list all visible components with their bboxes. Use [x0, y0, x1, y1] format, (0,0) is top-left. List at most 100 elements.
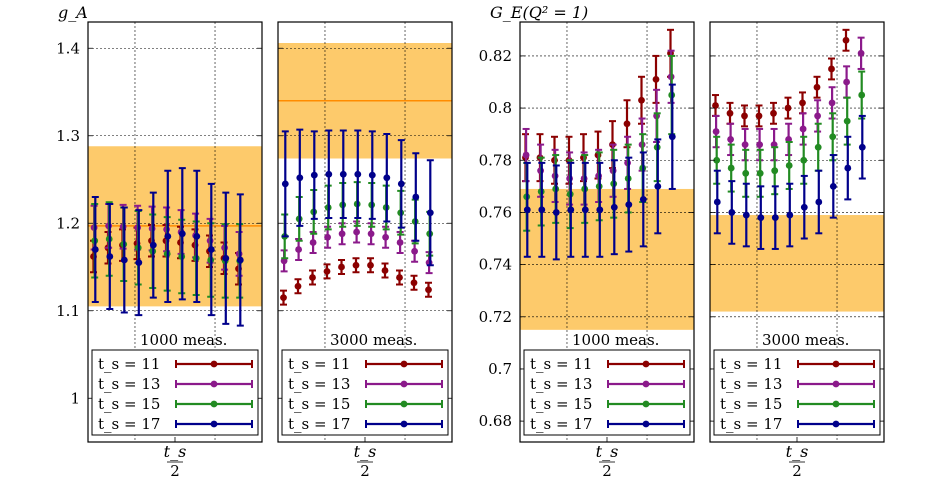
data-point	[784, 104, 792, 112]
data-point	[799, 99, 806, 107]
y-tick-label: 0.76	[479, 203, 512, 221]
data-point	[800, 203, 808, 211]
series-4	[713, 114, 866, 250]
data-point	[310, 171, 318, 179]
x-label-numerator: t_s	[596, 442, 619, 461]
data-point	[280, 294, 287, 302]
data-point	[425, 286, 432, 294]
y-tick-label: 1.3	[56, 127, 80, 145]
data-point	[713, 198, 721, 206]
data-point	[800, 156, 808, 164]
legend-label: t_s = 11	[288, 355, 350, 373]
data-point	[755, 112, 763, 120]
legend-label: t_s = 15	[98, 395, 160, 413]
data-point	[106, 253, 114, 260]
series-4	[281, 128, 434, 267]
data-point	[367, 261, 374, 269]
data-point	[741, 112, 748, 120]
legend-marker	[400, 400, 408, 408]
data-point	[207, 246, 215, 253]
y-tick-label: 1	[70, 389, 80, 407]
data-point	[756, 141, 763, 149]
y-axis-label: G_E(Q² = 1)	[490, 3, 588, 22]
data-point	[712, 128, 720, 135]
legend-label: t_s = 11	[530, 355, 592, 373]
data-point	[756, 169, 764, 177]
data-point	[352, 261, 360, 269]
series-2	[712, 36, 865, 162]
y-tick-label: 0.8	[488, 99, 512, 117]
legend-label: t_s = 13	[288, 375, 350, 393]
data-point	[368, 171, 376, 179]
legend-marker	[210, 400, 218, 408]
legend: t_s = 11 t_s = 13 t_s = 15 t_s = 17	[281, 349, 449, 436]
data-point	[396, 274, 403, 281]
legend-marker	[832, 400, 840, 408]
legend: t_s = 11 t_s = 13 t_s = 15 t_s = 17	[91, 349, 259, 436]
data-point	[638, 96, 645, 104]
x-axis-label: t_s2	[596, 442, 619, 480]
series-1	[712, 28, 850, 128]
data-point	[538, 206, 546, 214]
x-label-numerator: t_s	[354, 442, 377, 461]
data-point	[397, 180, 405, 188]
x-label-denominator: 2	[360, 462, 370, 480]
x-label-denominator: 2	[792, 462, 802, 480]
data-point	[828, 99, 836, 107]
data-point	[353, 228, 360, 236]
x-label-numerator: t_s	[786, 442, 809, 461]
y-tick-label: 0.68	[479, 412, 512, 430]
data-point	[323, 267, 331, 275]
data-point	[625, 201, 633, 209]
data-point	[522, 151, 530, 159]
legend-marker	[642, 420, 650, 428]
panel-3: 0.68 0.7 0.72 0.74 0.76 0.78 0.8 0.82 G_E(Q² = 1…	[479, 3, 695, 480]
data-point	[523, 206, 531, 214]
data-point	[338, 230, 346, 238]
data-point	[842, 36, 850, 44]
data-point	[381, 267, 389, 274]
data-point	[135, 259, 143, 267]
y-tick-label: 1.1	[56, 302, 80, 320]
data-point	[120, 256, 128, 264]
data-point	[843, 117, 851, 125]
data-point	[164, 232, 172, 240]
series-4	[523, 83, 676, 261]
data-point	[857, 49, 865, 57]
legend-marker	[642, 360, 650, 368]
data-point	[742, 169, 750, 177]
data-point	[382, 233, 389, 241]
data-point	[295, 246, 302, 253]
data-point	[668, 133, 676, 141]
data-point	[815, 198, 823, 206]
legend-marker	[642, 400, 650, 408]
data-point	[712, 102, 719, 109]
legend-marker	[832, 420, 840, 428]
data-point	[726, 109, 734, 117]
legend-marker	[832, 380, 840, 388]
data-point	[858, 143, 866, 151]
data-point	[639, 195, 647, 203]
x-label-denominator: 2	[170, 462, 180, 480]
data-point	[771, 167, 779, 175]
data-point	[294, 282, 302, 290]
legend-label: t_s = 17	[288, 415, 350, 433]
y-tick-label: 1.2	[56, 214, 80, 232]
legend-label: t_s = 13	[530, 375, 592, 393]
data-point	[858, 91, 866, 99]
series-1	[280, 257, 432, 306]
data-point	[354, 170, 362, 178]
data-point	[814, 112, 821, 120]
data-point	[610, 203, 618, 211]
legend-label: t_s = 17	[530, 415, 592, 433]
data-point	[654, 182, 662, 190]
x-axis-label: t_s2	[354, 442, 377, 480]
legend: t_s = 11 t_s = 13 t_s = 15 t_s = 17	[713, 349, 881, 436]
y-tick-label: 0.7	[488, 360, 512, 378]
data-point	[843, 78, 850, 86]
data-point	[426, 209, 434, 217]
data-point	[771, 214, 779, 222]
data-point	[325, 170, 333, 178]
